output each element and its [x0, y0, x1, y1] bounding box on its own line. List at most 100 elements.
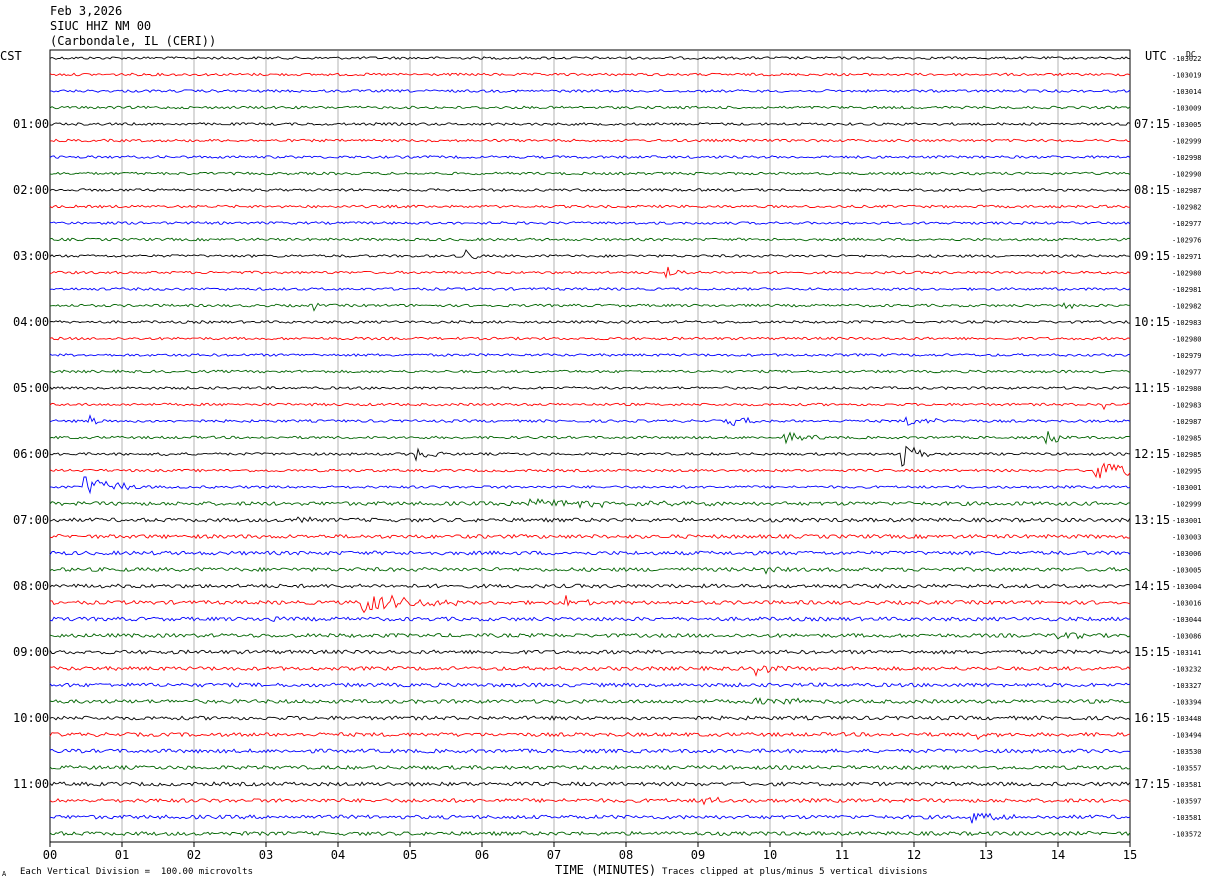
- seismic-trace: [49, 369, 1131, 374]
- seismic-trace: [49, 616, 1131, 622]
- header-station: SIUC HHZ NM 00: [50, 19, 152, 33]
- seismic-trace: [49, 89, 1131, 93]
- trace-offset-label: -102980: [1172, 385, 1202, 393]
- trace-offset-label: -103086: [1172, 633, 1202, 641]
- seismic-trace: [49, 155, 1131, 159]
- seismic-trace: [49, 188, 1131, 192]
- x-tick-label: 01: [115, 848, 129, 862]
- trace-offset-label: -102998: [1172, 154, 1202, 162]
- trace-offset-label: -103394: [1172, 699, 1202, 707]
- trace-offset-label: -103557: [1172, 765, 1202, 773]
- left-hour-label: 03:00: [13, 249, 49, 263]
- right-hour-label: 16:15: [1134, 711, 1170, 725]
- seismic-trace: [49, 682, 1131, 688]
- seismic-trace: [49, 748, 1131, 754]
- x-tick-label: 10: [763, 848, 777, 862]
- seismic-trace: [49, 221, 1131, 225]
- x-tick-label: 09: [691, 848, 705, 862]
- trace-offset-label: -102980: [1172, 270, 1202, 278]
- header-location: (Carbondale, IL (CERI)): [50, 34, 217, 48]
- trace-offset-label: -102983: [1172, 319, 1202, 327]
- seismic-trace: [49, 204, 1130, 209]
- seismic-trace: [49, 715, 1131, 721]
- trace-offset-label: -102983: [1172, 402, 1202, 410]
- seismic-trace: [49, 631, 1131, 640]
- seismic-trace: [49, 697, 1131, 705]
- trace-offset-label: -103006: [1172, 550, 1202, 558]
- right-hour-label: 11:15: [1134, 381, 1170, 395]
- seismic-trace: [49, 476, 1131, 495]
- left-hour-label: 08:00: [13, 579, 49, 593]
- right-hour-label: 07:15: [1134, 117, 1170, 131]
- trace-offset-label: -102980: [1172, 336, 1202, 344]
- header-date: Feb 3,2026: [50, 4, 123, 18]
- x-axis-label: TIME (MINUTES): [555, 863, 656, 877]
- trace-offset-label: -102977: [1172, 220, 1202, 228]
- trace-offset-label: -102999: [1172, 501, 1202, 509]
- seismic-trace: [49, 414, 1131, 427]
- left-hour-label: 01:00: [13, 117, 49, 131]
- trace-offset-label: -103448: [1172, 715, 1202, 723]
- trace-offset-label: -103022: [1172, 55, 1202, 63]
- seismic-trace: [49, 353, 1131, 357]
- trace-offset-label: -103004: [1172, 583, 1202, 591]
- left-hour-label: 02:00: [13, 183, 49, 197]
- trace-offset-label: -103001: [1172, 517, 1202, 525]
- seismic-trace: [49, 105, 1131, 110]
- x-tick-label: 07: [547, 848, 561, 862]
- trace-offset-label: -102982: [1172, 303, 1202, 311]
- x-tick-label: 12: [907, 848, 921, 862]
- seismic-trace: [49, 445, 1131, 467]
- seismic-trace: [49, 594, 1131, 614]
- x-tick-label: 13: [979, 848, 993, 862]
- seismic-trace: [49, 812, 1131, 824]
- x-tick-label: 08: [619, 848, 633, 862]
- right-hour-label: 14:15: [1134, 579, 1170, 593]
- trace-offset-label: -103009: [1172, 105, 1202, 113]
- right-hour-label: 09:15: [1134, 249, 1170, 263]
- seismic-trace: [49, 249, 1131, 260]
- trace-offset-label: -103494: [1172, 732, 1202, 740]
- seismic-trace: [49, 402, 1130, 411]
- seismic-trace: [49, 302, 1130, 312]
- seismic-trace: [49, 386, 1131, 390]
- x-tick-label: 06: [475, 848, 489, 862]
- right-hour-label: 08:15: [1134, 183, 1170, 197]
- trace-offset-label: -102976: [1172, 237, 1202, 245]
- x-tick-label: 04: [331, 848, 345, 862]
- corner-mark: A: [2, 870, 7, 878]
- right-timezone-label: UTC: [1145, 49, 1167, 63]
- x-tick-label: 03: [259, 848, 273, 862]
- seismic-trace: [49, 266, 1131, 279]
- seismic-trace: [49, 171, 1131, 176]
- right-hour-label: 17:15: [1134, 777, 1170, 791]
- trace-offset-label: -102987: [1172, 187, 1202, 195]
- right-hour-label: 12:15: [1134, 447, 1170, 461]
- seismic-trace: [49, 138, 1131, 143]
- seismic-trace: [49, 566, 1131, 575]
- seismic-trace: [49, 72, 1131, 77]
- trace-offset-label: -102981: [1172, 286, 1202, 294]
- seismic-trace: [49, 550, 1131, 556]
- trace-offset-label: -102987: [1172, 418, 1202, 426]
- right-hour-label: 13:15: [1134, 513, 1170, 527]
- trace-offset-label: -103581: [1172, 781, 1202, 789]
- trace-offset-label: -103019: [1172, 72, 1202, 80]
- trace-offset-label: -103141: [1172, 649, 1202, 657]
- trace-offset-label: -103232: [1172, 666, 1202, 674]
- seismic-trace: [49, 583, 1131, 589]
- trace-offset-label: -102985: [1172, 451, 1202, 459]
- x-tick-label: 02: [187, 848, 201, 862]
- seismic-trace: [49, 498, 1131, 509]
- x-tick-label: 05: [403, 848, 417, 862]
- plot-grid: [49, 49, 1131, 843]
- x-tick-label: 15: [1123, 848, 1137, 862]
- trace-offset-label: -103005: [1172, 567, 1202, 575]
- seismic-trace: [49, 319, 1131, 324]
- left-hour-label: 06:00: [13, 447, 49, 461]
- right-hour-label: 15:15: [1134, 645, 1170, 659]
- trace-offset-label: -102999: [1172, 138, 1202, 146]
- trace-offset-label: -103597: [1172, 798, 1202, 806]
- x-tick-label: 00: [43, 848, 57, 862]
- seismic-trace: [49, 462, 1131, 479]
